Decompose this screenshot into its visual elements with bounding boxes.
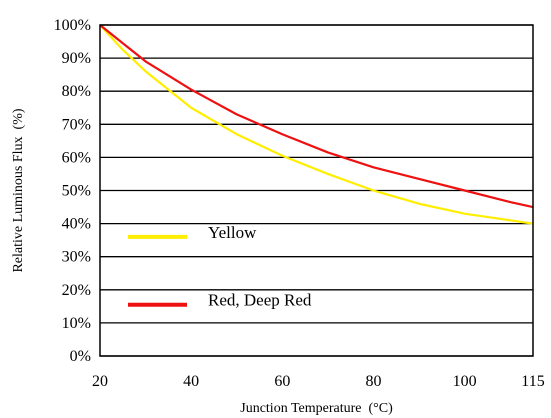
y-tick-label: 60% [62, 149, 91, 166]
y-tick-label: 100% [54, 17, 91, 34]
legend: Yellow Red, Deep Red [128, 223, 312, 310]
x-tick-label: 80 [365, 373, 381, 390]
legend-label: Red, Deep Red [208, 291, 312, 310]
y-tick-labels: 0% 10% 20% 30% 40% 50% 60% 70% 80% 90% 100% [54, 17, 91, 365]
legend-label: Yellow [208, 223, 257, 242]
y-tick-label: 50% [62, 183, 91, 200]
x-tick-label: 115 [521, 373, 544, 390]
y-tick-label: 40% [62, 216, 91, 233]
y-tick-label: 0% [70, 348, 91, 365]
y-tick-label: 80% [62, 83, 91, 100]
y-tick-label: 10% [62, 315, 91, 332]
series-line [99, 24, 534, 209]
x-tick-label: 20 [92, 373, 108, 390]
series-line [99, 24, 534, 225]
y-axis-label: Relative Luminous Flux (%) [11, 108, 26, 272]
x-tick-labels: 20 40 60 80 100 115 [92, 373, 545, 390]
y-tick-label: 20% [62, 282, 91, 299]
plot-frame [99, 24, 534, 357]
x-tick-label: 60 [274, 373, 290, 390]
y-tick-label: 70% [62, 116, 91, 133]
x-axis-label: Junction Temperature (°C) [240, 401, 393, 416]
y-tick-label: 90% [62, 50, 91, 67]
x-tick-label: 100 [453, 373, 477, 390]
y-tick-label: 30% [62, 249, 91, 266]
series-layer [99, 24, 534, 225]
x-tick-label: 40 [183, 373, 199, 390]
